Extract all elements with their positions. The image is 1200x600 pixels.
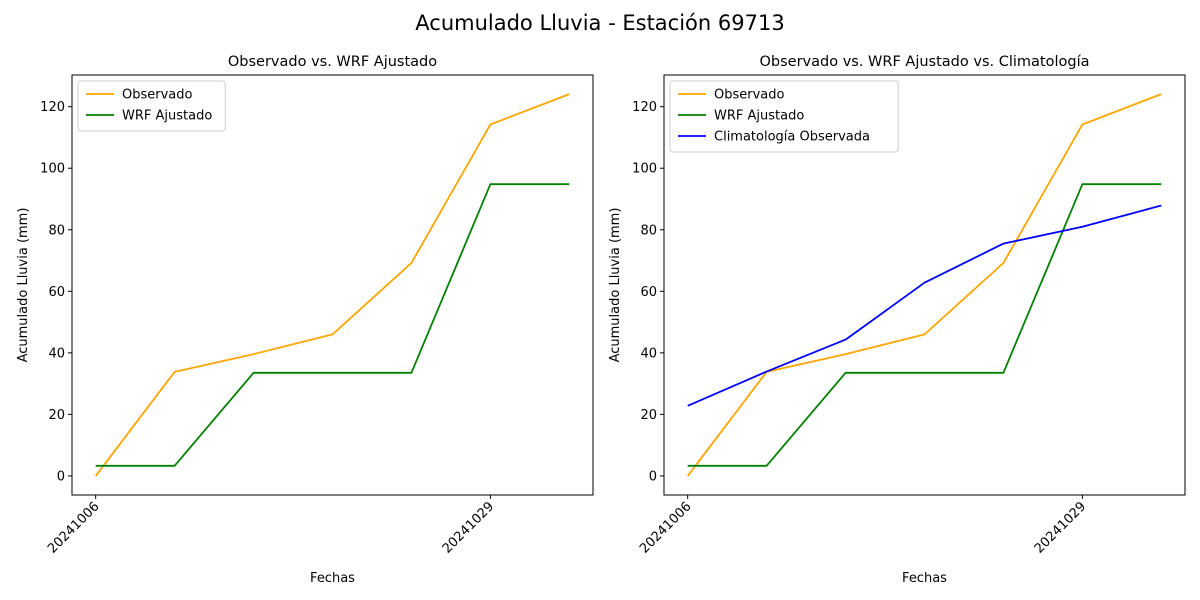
- figure-suptitle: Acumulado Lluvia - Estación 69713: [415, 11, 784, 35]
- series-line-climatolog-a-observada: [687, 204, 1162, 407]
- plot-frame: [663, 74, 1186, 496]
- y-tick-label: 40: [48, 346, 65, 361]
- series-line-wrf-ajustado: [95, 183, 570, 467]
- legend: [669, 80, 899, 153]
- series-line-wrf-ajustado: [687, 183, 1162, 467]
- y-tick-label: 100: [632, 162, 657, 177]
- chart-title: Observado vs. WRF Ajustado vs. Climatolo…: [760, 54, 1090, 70]
- legend-label: WRF Ajustado: [122, 109, 212, 124]
- y-tick-label: 80: [640, 223, 657, 238]
- y-tick-label: 20: [48, 408, 65, 423]
- legend-label: Observado: [714, 88, 785, 103]
- x-axis-label: Fechas: [310, 571, 355, 586]
- y-tick-label: 120: [40, 100, 65, 115]
- x-tick-label: 20241029: [1032, 499, 1089, 556]
- legend-label: Climatología Observada: [714, 130, 870, 145]
- y-tick-label: 60: [48, 285, 65, 300]
- chart-right: Observado vs. WRF Ajustado vs. Climatolo…: [608, 54, 1186, 586]
- y-tick-label: 80: [48, 223, 65, 238]
- y-tick-label: 60: [640, 285, 657, 300]
- y-tick-label: 0: [649, 469, 657, 484]
- y-tick-label: 100: [40, 162, 65, 177]
- legend: [77, 80, 226, 132]
- x-tick-label: 20241006: [45, 499, 102, 556]
- y-tick-label: 0: [57, 469, 65, 484]
- series-line-observado: [94, 93, 570, 477]
- x-axis-label: Fechas: [902, 571, 947, 586]
- y-tick-label: 20: [640, 408, 657, 423]
- y-tick-label: 40: [640, 346, 657, 361]
- chart-title: Observado vs. WRF Ajustado: [228, 54, 437, 70]
- legend-label: WRF Ajustado: [714, 109, 804, 124]
- x-tick-label: 20241006: [637, 499, 694, 556]
- plot-frame: [71, 74, 594, 496]
- legend-label: Observado: [122, 88, 193, 103]
- x-tick-label: 20241029: [440, 499, 497, 556]
- chart-left: Observado vs. WRF Ajustado 0 20 40 60 80 100 12…: [16, 54, 594, 586]
- y-tick-label: 120: [632, 100, 657, 115]
- y-axis-label: Acumulado Lluvia (mm): [16, 208, 31, 363]
- y-axis-label: Acumulado Lluvia (mm): [608, 208, 623, 363]
